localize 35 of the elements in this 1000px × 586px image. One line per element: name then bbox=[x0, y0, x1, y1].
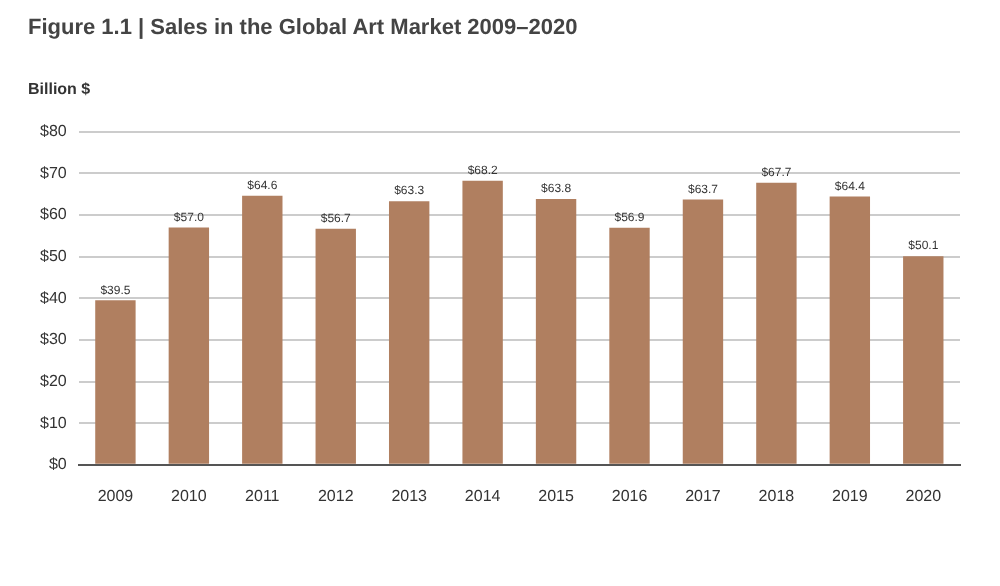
y-axis-title: Billion $ bbox=[28, 80, 91, 98]
chart-title: Figure 1.1 | Sales in the Global Art Market 2009–2020 bbox=[28, 16, 578, 40]
x-tick-label: 2019 bbox=[832, 486, 869, 505]
y-tick-label: $80 bbox=[39, 122, 68, 141]
bar bbox=[903, 256, 944, 464]
y-tick-label: $10 bbox=[39, 413, 68, 432]
bar bbox=[168, 227, 210, 464]
bar bbox=[95, 300, 136, 464]
x-tick-label: 2014 bbox=[464, 486, 502, 505]
bar bbox=[462, 180, 503, 464]
y-tick-label: $70 bbox=[39, 163, 68, 182]
bar bbox=[756, 182, 797, 464]
x-tick-label: 2015 bbox=[538, 486, 575, 505]
x-tick-label: 2011 bbox=[245, 486, 281, 505]
bar bbox=[242, 195, 283, 464]
y-tick-label: $40 bbox=[39, 288, 68, 307]
x-tick-label: 2016 bbox=[611, 486, 649, 505]
y-tick-label: $0 bbox=[48, 455, 68, 474]
y-tick-label: $30 bbox=[39, 330, 68, 349]
x-tick-label: 2009 bbox=[97, 486, 135, 505]
bar bbox=[609, 227, 650, 464]
x-tick-label: 2013 bbox=[391, 486, 429, 505]
y-tick-label: $50 bbox=[39, 246, 68, 265]
bar bbox=[388, 201, 430, 464]
x-tick-label: 2020 bbox=[905, 486, 943, 505]
bar bbox=[682, 199, 724, 464]
y-tick-label: $60 bbox=[39, 205, 68, 224]
x-tick-label: 2010 bbox=[171, 486, 208, 505]
y-tick-label: $20 bbox=[39, 371, 68, 390]
x-tick-label: 2012 bbox=[317, 486, 355, 505]
x-tick-label: 2018 bbox=[758, 486, 796, 505]
bar bbox=[829, 196, 871, 464]
x-tick-label: 2017 bbox=[685, 486, 722, 505]
bar bbox=[535, 199, 577, 464]
bar bbox=[315, 228, 356, 464]
